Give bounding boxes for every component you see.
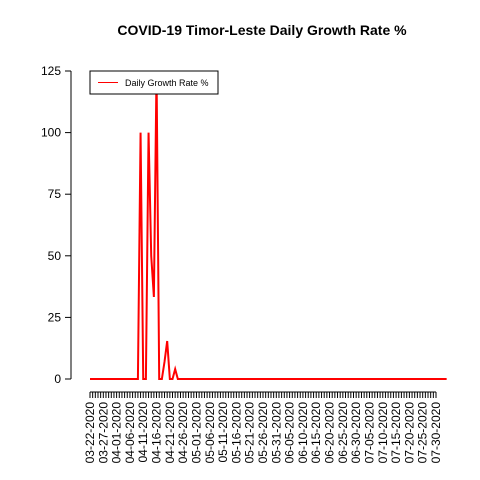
x-tick-label: 07-25-2020	[416, 402, 430, 464]
x-tick-label: 06-30-2020	[349, 402, 363, 464]
x-tick-label: 07-20-2020	[402, 402, 416, 464]
legend-label: Daily Growth Rate %	[125, 78, 209, 88]
x-tick-label: 05-26-2020	[256, 402, 270, 464]
y-tick-label: 50	[48, 249, 62, 263]
x-tick-label: 06-10-2020	[296, 402, 310, 464]
legend-box	[89, 70, 219, 95]
x-tick-label: 05-01-2020	[189, 402, 203, 464]
x-tick-label: 04-21-2020	[163, 402, 177, 464]
x-tick-label: 07-15-2020	[389, 402, 403, 464]
x-tick-label: 06-20-2020	[323, 402, 337, 464]
x-tick-label: 05-06-2020	[203, 402, 217, 464]
x-tick-label: 07-05-2020	[362, 402, 376, 464]
x-tick-label: 06-25-2020	[336, 402, 350, 464]
x-tick-label: 04-26-2020	[176, 402, 190, 464]
x-tick-label: 04-06-2020	[123, 402, 137, 464]
x-tick-label: 04-11-2020	[136, 402, 150, 463]
x-tick-label: 03-22-2020	[83, 402, 97, 464]
x-tick-label: 07-10-2020	[376, 402, 390, 464]
y-tick-label: 25	[48, 310, 62, 324]
x-tick-label: 06-05-2020	[283, 402, 297, 464]
y-tick-label: 100	[41, 126, 61, 140]
data-line	[90, 70, 447, 380]
y-tick-label: 0	[54, 372, 61, 386]
y-tick-label: 75	[48, 187, 62, 201]
y-tick-label: 125	[41, 64, 61, 78]
x-tick-label: 05-16-2020	[229, 402, 243, 464]
x-tick-label: 04-01-2020	[110, 402, 124, 464]
x-tick-label: 05-11-2020	[216, 402, 230, 463]
x-tick-label: 06-15-2020	[309, 402, 323, 464]
x-tick-label: 03-27-2020	[96, 402, 110, 464]
x-tick-label: 05-21-2020	[243, 402, 257, 464]
chart-title: COVID-19 Timor-Leste Daily Growth Rate %	[117, 22, 407, 38]
x-tick-label: 07-30-2020	[429, 402, 443, 464]
x-tick-label: 04-16-2020	[150, 402, 164, 464]
x-tick-label: 05-31-2020	[269, 402, 283, 464]
